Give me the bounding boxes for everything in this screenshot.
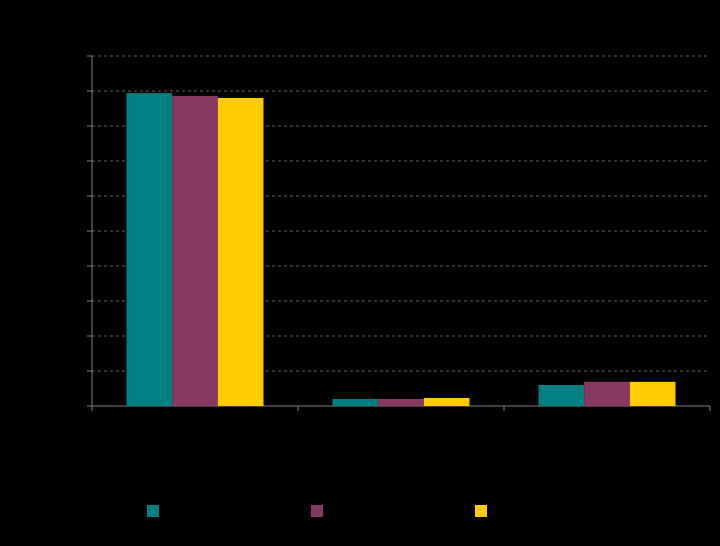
- y-tick-label: 0: [75, 398, 82, 412]
- legend-swatch: [147, 505, 159, 517]
- bar: [538, 385, 585, 406]
- y-tick-label: 40: [69, 258, 83, 272]
- legend-swatch: [475, 505, 487, 517]
- y-tick-label: 60: [69, 188, 83, 202]
- y-tick-label: 80: [69, 118, 83, 132]
- bar: [378, 399, 424, 406]
- bar: [423, 397, 470, 406]
- y-tick-label: 30: [69, 293, 83, 307]
- y-tick-label: 100: [62, 48, 82, 62]
- bar: [126, 93, 173, 406]
- y-tick-label: 50: [69, 223, 83, 237]
- bar: [629, 381, 676, 406]
- bar: [172, 95, 218, 407]
- bar: [217, 98, 264, 406]
- y-tick-label: 90: [69, 83, 83, 97]
- y-tick-label: 10: [69, 363, 83, 377]
- bar: [332, 399, 379, 406]
- y-tick-label: 70: [69, 153, 83, 167]
- y-tick-label: 20: [69, 328, 83, 342]
- legend-swatch: [311, 505, 323, 517]
- bar: [584, 381, 630, 406]
